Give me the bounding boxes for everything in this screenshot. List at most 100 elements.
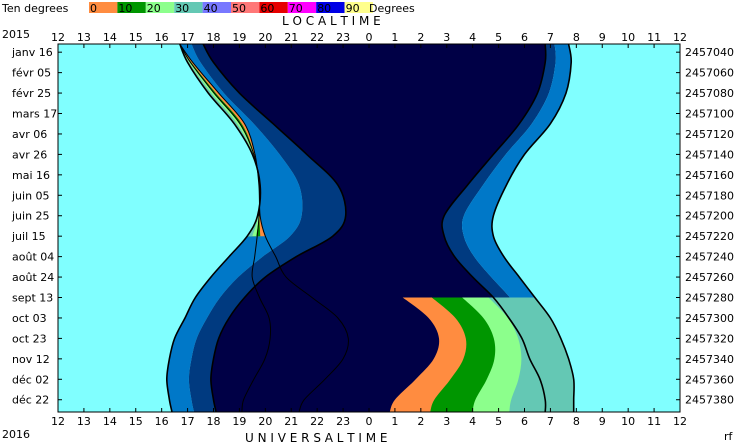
julian-tick-label: 2457260 (685, 271, 734, 284)
bottom-tick-label: 5 (495, 415, 502, 428)
top-tick-label: 14 (103, 31, 117, 44)
bottom-tick-label: 21 (284, 415, 298, 428)
bottom-tick-label: 17 (181, 415, 195, 428)
bottom-tick-label: 19 (232, 415, 246, 428)
legend-swatch (174, 2, 203, 13)
legend-value: 0 (90, 2, 97, 15)
bottom-tick-label: 16 (155, 415, 169, 428)
date-tick-label: déc 02 (12, 373, 49, 386)
julian-tick-label: 2457080 (685, 87, 734, 100)
legend-swatch (231, 2, 260, 13)
legend-swatch (117, 2, 146, 13)
bottom-tick-label: 10 (621, 415, 635, 428)
bottom-tick-label: 15 (129, 415, 143, 428)
legend-value: 10 (118, 2, 132, 15)
bottom-axis-title: U N I V E R S A L T I M E (245, 431, 388, 444)
twilight-boundary-line (202, 43, 347, 413)
top-tick-label: 0 (366, 31, 373, 44)
evening-twilight-nautical (188, 44, 346, 412)
top-tick-label: 18 (207, 31, 221, 44)
julian-tick-label: 2457180 (685, 189, 734, 202)
date-tick-label: déc 22 (12, 394, 49, 407)
top-tick-label: 6 (521, 31, 528, 44)
top-tick-label: 9 (599, 31, 606, 44)
legend-value: 30 (175, 2, 189, 15)
evening-twilight-civil (166, 44, 303, 412)
bottom-hour-ticks: 12 13 14 15 16 17 18 19 20 21 22 23 0 1 2 3 4 5 6 7 8 9 10 11 12 (51, 408, 687, 428)
bottom-tick-label: 9 (599, 415, 606, 428)
top-tick-label: 21 (284, 31, 298, 44)
julian-tick-label: 2457280 (685, 292, 734, 305)
bottom-tick-label: 14 (103, 415, 117, 428)
date-tick-label: mars 17 (12, 108, 57, 121)
julian-tick-label: 2457140 (685, 148, 734, 161)
date-tick-label: sept 13 (12, 292, 53, 305)
bottom-tick-label: 2 (417, 415, 424, 428)
twilight-boundary-line (441, 43, 547, 413)
date-tick-label: juin 25 (11, 210, 50, 223)
date-tick-label: août 04 (12, 251, 54, 264)
legend-swatch (145, 2, 175, 13)
top-tick-label: 20 (258, 31, 272, 44)
date-tick-label: avr 26 (12, 148, 47, 161)
top-tick-label: 22 (310, 31, 324, 44)
date-tick-label: avr 06 (12, 128, 47, 141)
julian-tick-label: 2457380 (685, 394, 734, 407)
legend-swatch (259, 2, 288, 13)
right-julian-ticks: 2457040 2457060 2457080 2457100 2457120 24571… (676, 46, 734, 407)
top-tick-label: 7 (547, 31, 554, 44)
date-tick-label: oct 23 (12, 332, 47, 345)
top-axis-title: L O C A L T I M E (282, 14, 381, 28)
twilight-boundary-line (165, 43, 262, 413)
julian-tick-label: 2457340 (685, 353, 734, 366)
top-tick-label: 1 (391, 31, 398, 44)
top-tick-label: 12 (673, 31, 687, 44)
julian-tick-label: 2457220 (685, 230, 734, 243)
legend-label-right: Degrees (369, 2, 415, 15)
bottom-tick-label: 18 (207, 415, 221, 428)
bottom-tick-label: 6 (521, 415, 528, 428)
top-tick-label: 13 (77, 31, 91, 44)
julian-tick-label: 2457040 (685, 46, 734, 59)
julian-tick-label: 2457120 (685, 128, 734, 141)
legend-label-left: Ten degrees (1, 2, 69, 15)
bottom-tick-label: 7 (547, 415, 554, 428)
year-bottom: 2016 (2, 428, 30, 441)
legend: Ten degrees 0 10 20 30 40 50 60 70 80 90 Degrees (1, 2, 415, 15)
top-tick-label: 15 (129, 31, 143, 44)
legend-value: 50 (232, 2, 246, 15)
julian-tick-label: 2457100 (685, 108, 734, 121)
date-tick-label: oct 03 (12, 312, 47, 325)
julian-tick-label: 2457200 (685, 210, 734, 223)
bottom-tick-label: 20 (258, 415, 272, 428)
date-tick-label: juin 05 (11, 189, 50, 202)
top-tick-label: 16 (155, 31, 169, 44)
left-date-ticks: janv 16 févr 05 févr 25 mars 17 avr 06 avr 26… (11, 46, 62, 407)
legend-value: 90 (346, 2, 360, 15)
legend-swatch (89, 2, 118, 13)
legend-value: 80 (317, 2, 331, 15)
top-tick-label: 17 (181, 31, 195, 44)
top-tick-label: 11 (647, 31, 661, 44)
bottom-tick-label: 12 (673, 415, 687, 428)
bottom-tick-label: 22 (310, 415, 324, 428)
top-tick-label: 2 (417, 31, 424, 44)
bottom-tick-label: 13 (77, 415, 91, 428)
top-tick-label: 19 (232, 31, 246, 44)
date-tick-label: juil 15 (11, 230, 46, 243)
object-altitude-line (179, 43, 272, 413)
julian-tick-label: 2457240 (685, 251, 734, 264)
top-tick-label: 3 (443, 31, 450, 44)
legend-swatch (316, 2, 345, 13)
julian-tick-label: 2457320 (685, 332, 734, 345)
corner-label: rf (724, 430, 734, 443)
morning-altitude-band-30 (488, 297, 575, 412)
bottom-tick-label: 8 (573, 415, 580, 428)
top-tick-label: 12 (51, 31, 65, 44)
date-tick-label: févr 05 (12, 67, 51, 80)
bottom-tick-label: 1 (391, 415, 398, 428)
top-tick-label: 8 (573, 31, 580, 44)
date-tick-label: nov 12 (12, 353, 50, 366)
date-tick-label: févr 25 (12, 87, 51, 100)
